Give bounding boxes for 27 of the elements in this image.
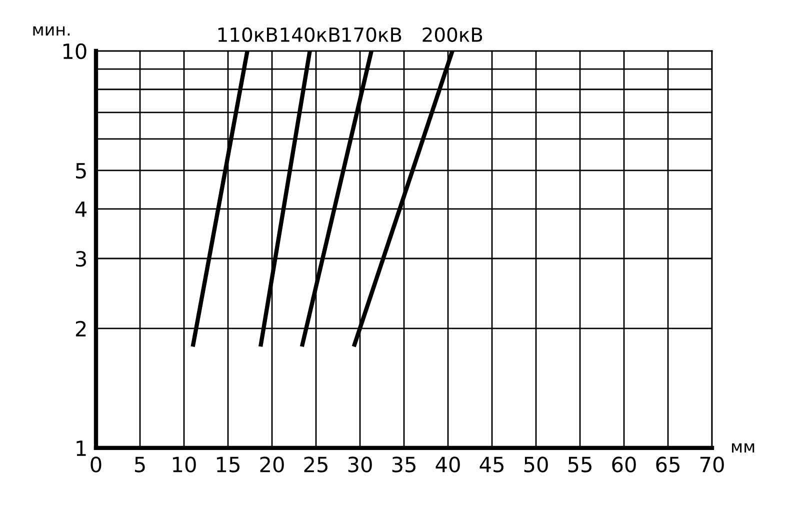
x-axis-title: мм <box>732 443 754 453</box>
x-tick-label: 0 <box>90 456 102 472</box>
y-tick-label: 1 <box>76 440 86 456</box>
x-tick-label: 15 <box>217 456 240 472</box>
x-tick-label: 5 <box>134 456 145 472</box>
y-tick-label: 10 <box>63 43 86 60</box>
y-tick-label: 4 <box>75 202 86 217</box>
series-label: 200кВ <box>422 27 482 42</box>
x-tick-label: 40 <box>436 456 460 472</box>
series-label: 140кВ <box>280 27 340 42</box>
x-tick-label: 20 <box>260 456 284 472</box>
x-tick-label: 10 <box>173 456 196 472</box>
x-tick-label: 55 <box>568 456 592 472</box>
x-tick-label: 70 <box>700 456 724 472</box>
x-tick-label: 30 <box>348 456 372 472</box>
y-tick-label: 5 <box>76 163 86 179</box>
series-label: 170кВ <box>342 27 402 42</box>
y-tick-label: 3 <box>76 250 86 267</box>
y-tick-label: 2 <box>76 320 86 336</box>
series-label: 110кВ <box>218 27 278 42</box>
x-tick-label: 50 <box>524 456 548 472</box>
x-tick-label: 45 <box>480 456 504 472</box>
x-tick-label: 25 <box>304 456 328 472</box>
x-tick-label: 60 <box>612 456 636 472</box>
x-tick-label: 65 <box>656 456 680 472</box>
y-axis-title: мин. <box>33 26 70 36</box>
x-tick-label: 35 <box>392 456 416 472</box>
